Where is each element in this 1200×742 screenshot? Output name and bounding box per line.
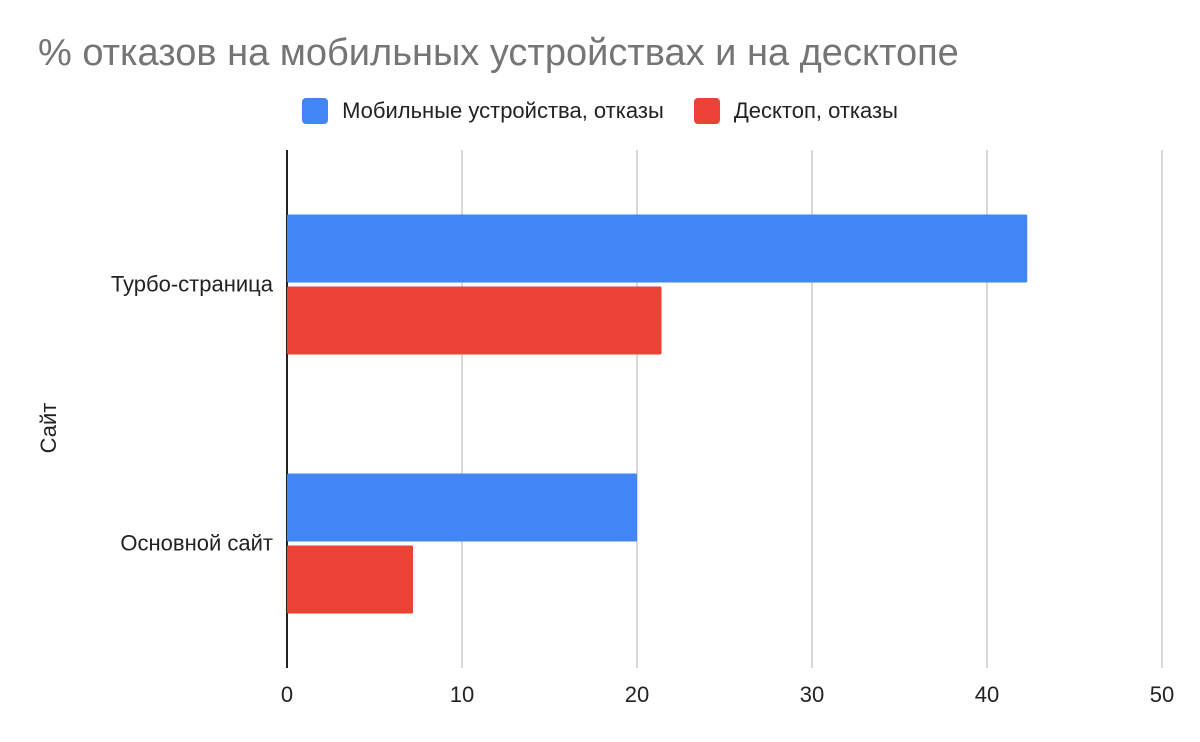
bars — [287, 214, 1028, 614]
bar — [287, 545, 413, 614]
y-axis-label: Сайт — [36, 403, 61, 454]
x-tick-label: 30 — [800, 682, 824, 707]
legend-item-mobile: Мобильные устройства, отказы — [302, 98, 664, 124]
x-tick-labels: 0 10 20 30 40 50 — [281, 682, 1174, 707]
chart-title: % отказов на мобильных устройствах и на … — [38, 32, 959, 74]
legend-swatch-desktop — [693, 98, 720, 124]
x-tick-label: 20 — [625, 682, 649, 707]
legend: Мобильные устройства, отказы Десктоп, от… — [0, 98, 1200, 130]
category-labels: Турбо-страница Основной сайт — [111, 272, 274, 556]
bar — [287, 286, 662, 355]
legend-swatch-mobile — [302, 98, 329, 124]
x-tick-label: 50 — [1150, 682, 1174, 707]
legend-item-desktop: Десктоп, отказы — [693, 98, 898, 124]
legend-label-mobile: Мобильные устройства, отказы — [342, 98, 664, 123]
x-tick-label: 0 — [281, 682, 293, 707]
x-tick-label: 10 — [450, 682, 474, 707]
x-tick-label: 40 — [975, 682, 999, 707]
bar — [287, 473, 637, 542]
bar — [287, 214, 1028, 283]
category-label: Турбо-страница — [111, 272, 274, 297]
legend-label-desktop: Десктоп, отказы — [733, 98, 898, 123]
category-label: Основной сайт — [120, 531, 273, 556]
